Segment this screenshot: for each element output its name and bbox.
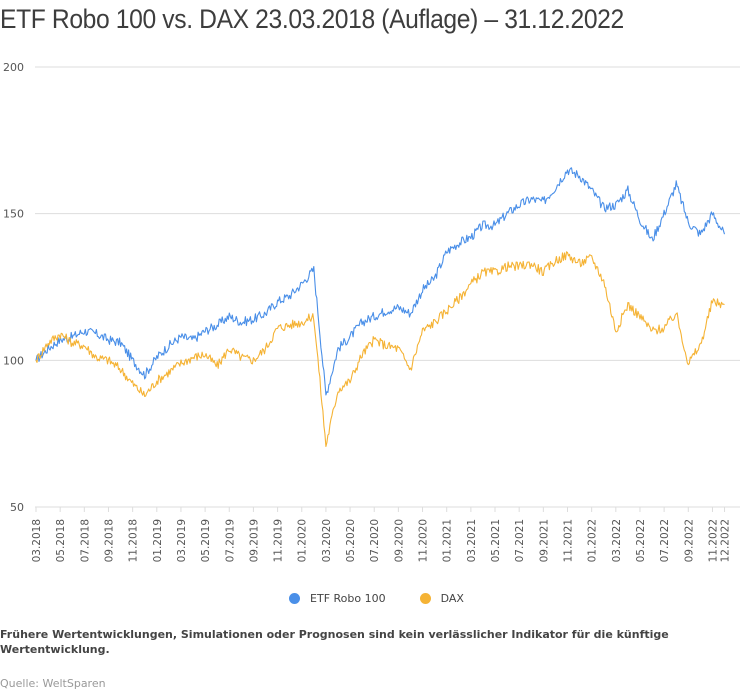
y-axis-label: 100: [3, 354, 24, 367]
x-axis-label: 11.2021: [562, 519, 574, 562]
x-axis-label: 11.2018: [128, 519, 140, 562]
x-axis-label: 07.2021: [514, 519, 526, 562]
x-axis-label: 05.2022: [635, 519, 647, 562]
x-axis-label: 05.2018: [55, 519, 67, 562]
y-axis-label: 200: [3, 61, 24, 74]
x-axis-label: 07.2019: [224, 519, 236, 562]
x-axis-label: 03.2022: [611, 519, 623, 562]
x-axis-label: 11.2019: [273, 519, 285, 562]
x-axis-label: 05.2019: [200, 519, 212, 562]
x-axis-label: 09.2022: [683, 519, 695, 562]
legend: ETF Robo 100 DAX: [0, 592, 753, 605]
series-line-dax[interactable]: [35, 251, 725, 448]
x-axis-label: 11.2022: [707, 519, 719, 562]
disclaimer-note: Frühere Wertentwicklungen, Simulationen …: [0, 628, 669, 656]
x-axis-label: 01.2021: [442, 519, 454, 562]
legend-label: ETF Robo 100: [310, 592, 386, 605]
x-axis-label: 07.2022: [659, 519, 671, 562]
x-axis-label: 05.2020: [345, 519, 357, 562]
x-axis-label: 05.2021: [490, 519, 502, 562]
y-axis-label: 50: [10, 501, 24, 514]
legend-item-etf-robo[interactable]: ETF Robo 100: [289, 592, 386, 605]
legend-dot-icon: [419, 593, 431, 604]
x-axis-label: 09.2020: [393, 519, 405, 562]
series-line-etf-robo[interactable]: [35, 167, 726, 396]
x-axis-label: 01.2020: [297, 519, 309, 562]
source-text: Quelle: WeltSparen: [0, 677, 106, 690]
x-axis-label: 03.2020: [321, 519, 333, 562]
y-axis-label: 150: [3, 208, 24, 221]
x-axis-label: 01.2022: [587, 519, 599, 562]
x-axis-label: 09.2021: [538, 519, 550, 562]
legend-dot-icon: [289, 593, 301, 604]
x-axis-label: 12.2022: [720, 519, 732, 562]
x-axis-label: 09.2018: [103, 519, 115, 562]
chart-title: ETF Robo 100 vs. DAX 23.03.2018 (Auflage…: [0, 4, 624, 34]
legend-label: DAX: [440, 592, 464, 605]
x-axis-label: 09.2019: [248, 519, 260, 562]
x-axis-label: 01.2019: [152, 519, 164, 562]
x-axis-label: 03.2021: [466, 519, 478, 562]
x-axis-label: 07.2020: [369, 519, 381, 562]
x-axis-label: 03.2019: [176, 519, 188, 562]
x-axis-label: 11.2020: [418, 519, 430, 562]
x-axis-label: 07.2018: [79, 519, 91, 562]
legend-item-dax[interactable]: DAX: [419, 592, 464, 605]
x-axis-label: 03.2018: [31, 519, 43, 562]
